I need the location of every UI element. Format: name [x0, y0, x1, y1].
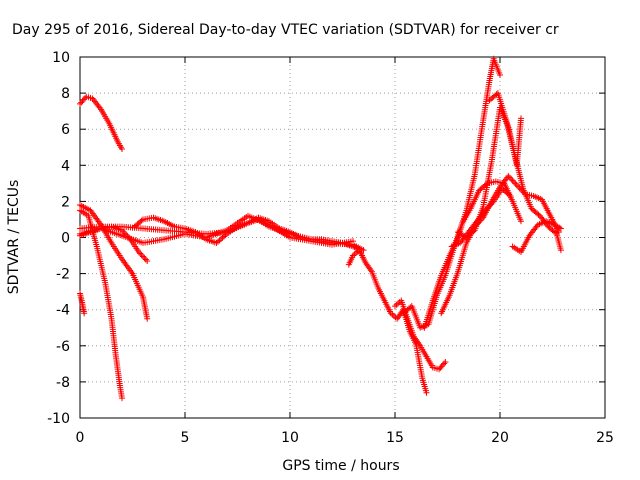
x-tick-label: 5 [181, 430, 190, 446]
y-tick-label: -10 [47, 411, 70, 427]
data-point [138, 217, 145, 224]
data-point [392, 303, 398, 310]
series-track-l [421, 55, 503, 331]
data-points [77, 55, 564, 402]
data-point [80, 96, 87, 103]
data-point [119, 395, 125, 402]
data-point [144, 257, 151, 264]
data-point [82, 95, 89, 102]
data-point [423, 389, 430, 396]
series-track-q [448, 185, 514, 250]
data-point [511, 179, 517, 186]
data-point [144, 315, 151, 322]
data-point [78, 99, 85, 106]
y-tick-label: 8 [61, 86, 70, 102]
data-point [439, 361, 446, 368]
data-point [535, 211, 542, 218]
series-track-h [77, 212, 356, 248]
data-point [438, 363, 445, 370]
x-axis-label: GPS time / hours [282, 458, 399, 474]
data-point [509, 177, 516, 184]
data-point [518, 218, 524, 225]
data-point [557, 225, 564, 232]
data-point [506, 191, 513, 198]
x-tick-label: 15 [386, 430, 404, 446]
series-track-o [486, 90, 564, 254]
series-track-a [77, 93, 125, 153]
data-point [512, 180, 519, 187]
axis-ticks [79, 56, 606, 419]
data-point [77, 100, 83, 107]
y-tick-label: -8 [56, 375, 70, 391]
series-track-c [77, 207, 125, 402]
data-point [119, 146, 125, 153]
data-point [393, 301, 400, 308]
data-point [552, 229, 559, 236]
y-tick-label: 10 [52, 50, 70, 66]
y-axis-label: SDTVAR / TECUs [6, 180, 22, 295]
x-tick-label: 10 [281, 430, 299, 446]
data-point [350, 238, 356, 245]
data-point [395, 300, 402, 307]
data-point [353, 249, 360, 256]
data-point [442, 359, 449, 366]
data-point [518, 115, 524, 122]
y-tick-label: 4 [61, 158, 70, 174]
y-tick-label: 0 [61, 231, 70, 247]
series-track-b [77, 290, 88, 317]
x-tick-label: 0 [76, 430, 85, 446]
y-tick-label: -4 [56, 303, 70, 319]
data-point [497, 72, 503, 79]
series-track-p [509, 218, 564, 255]
x-tick-label: 20 [491, 430, 509, 446]
y-tick-label: 2 [61, 194, 70, 210]
data-point [141, 254, 148, 261]
data-point [142, 256, 149, 263]
data-point [437, 364, 444, 371]
data-point [81, 310, 88, 317]
data-point [138, 251, 145, 258]
chart-title: Day 295 of 2016, Sidereal Day-to-day VTE… [12, 22, 559, 38]
grid-lines [80, 57, 605, 418]
y-tick-label: -2 [56, 267, 70, 283]
data-point [390, 313, 397, 320]
data-point [79, 98, 86, 105]
data-point [507, 192, 514, 199]
data-point [557, 247, 564, 254]
x-tick-label: 25 [596, 430, 614, 446]
data-point [441, 360, 448, 367]
data-point [508, 176, 515, 183]
data-point [436, 366, 443, 373]
series-track-d [77, 202, 151, 322]
y-tick-label: 6 [61, 122, 70, 138]
y-tick-label: -6 [56, 339, 70, 355]
axis-tick-labels: 0 5 10 15 20 25 -10 -8 -6 -4 -2 0 2 4 6 8 10 [47, 50, 614, 446]
data-point [140, 253, 146, 260]
